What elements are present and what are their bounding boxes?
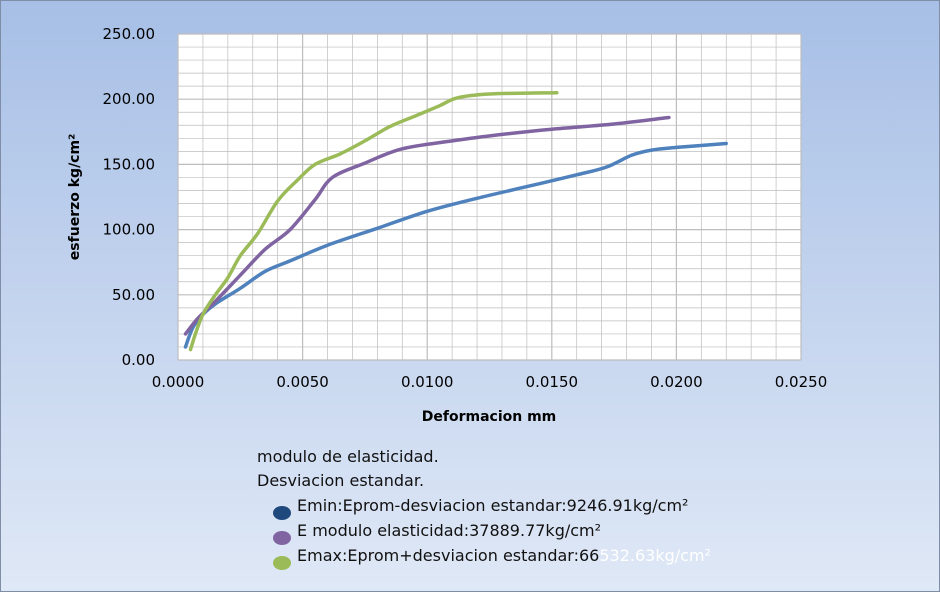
legend-label-emin: Emin:Eprom-desviacion estandar:9246.91kg…	[297, 496, 688, 515]
x-tick-labels: 0.0000 0.0050 0.0100 0.0150 0.0200 0.0250	[152, 373, 828, 391]
x-tick-label: 0.0050	[276, 373, 329, 391]
x-tick-label: 0.0000	[152, 373, 205, 391]
x-tick-label: 0.0150	[526, 373, 579, 391]
y-tick-label: 50.00	[112, 286, 155, 304]
legend-marker-emin	[273, 506, 291, 520]
series-line-emax	[188, 90, 559, 352]
x-axis-title: Deformacion mm	[422, 409, 557, 425]
legend-marker-eprom	[273, 531, 291, 545]
legend-label-eprom: E modulo elasticidad:37889.77kg/cm²	[297, 521, 601, 540]
legend-label-emax-head: Emax:Eprom+desviacion estandar:66	[297, 546, 599, 565]
x-tick-label: 0.0200	[650, 373, 703, 391]
x-tick-label: 0.0100	[401, 373, 454, 391]
y-tick-label: 250.00	[103, 25, 156, 43]
y-tick-label: 200.00	[103, 90, 156, 108]
y-tick-label: 100.00	[103, 221, 156, 239]
x-tick-label: 0.0250	[775, 373, 828, 391]
legend-line-1: modulo de elasticidad.	[257, 447, 439, 466]
grid-minor	[178, 34, 801, 360]
legend-label-emax: Emax:Eprom+desviacion estandar:66532.63k…	[297, 546, 711, 565]
y-tick-label: 0.00	[122, 351, 155, 369]
grid-major	[177, 33, 802, 361]
legend-marker-emax	[273, 556, 291, 570]
series-line-eprom	[183, 115, 671, 336]
legend: modulo de elasticidad. Desviacion estand…	[257, 447, 711, 570]
legend-line-2: Desviacion estandar.	[257, 471, 424, 490]
series-layer	[183, 90, 728, 352]
y-axis-title: esfuerzo kg/cm²	[67, 134, 83, 260]
legend-label-emax-tail: 532.63kg/cm²	[599, 546, 711, 565]
y-tick-label: 150.00	[103, 155, 156, 173]
y-tick-labels: 0.00 50.00 100.00 150.00 200.00 250.00	[103, 25, 156, 369]
